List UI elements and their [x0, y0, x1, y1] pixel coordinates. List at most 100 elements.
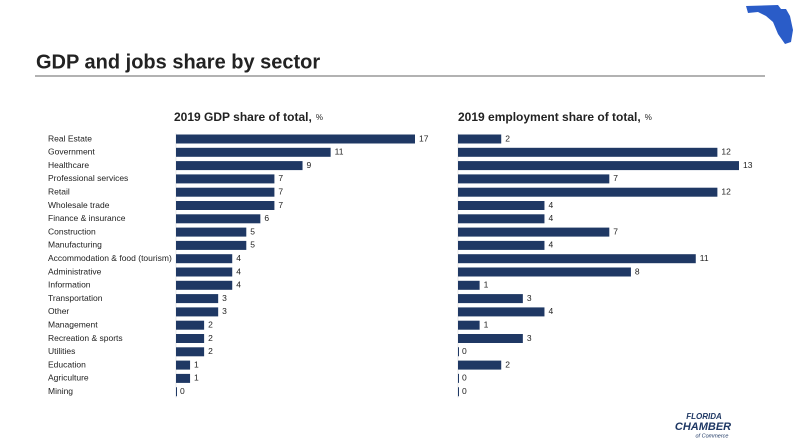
value-label: 2 [208, 319, 213, 329]
value-label: 3 [222, 293, 227, 303]
bar [176, 334, 205, 343]
value-label: 4 [548, 306, 553, 316]
value-label: 6 [264, 213, 269, 223]
bar [176, 214, 261, 224]
category-label: Education [48, 359, 86, 369]
value-label: 3 [222, 306, 227, 316]
category-label: Mining [48, 386, 73, 396]
value-label: 2 [505, 133, 510, 143]
logo-line2: CHAMBER [675, 421, 731, 433]
category-label: Other [48, 306, 69, 316]
bar [458, 161, 739, 171]
bar [176, 134, 415, 144]
category-label: Management [48, 319, 98, 329]
bar [176, 347, 205, 357]
bar [458, 267, 631, 277]
value-label: 7 [278, 200, 283, 210]
bar [458, 134, 502, 144]
category-label: Accommodation & food (tourism) [48, 253, 172, 263]
bar [458, 174, 610, 184]
bar [176, 307, 219, 317]
bar [458, 201, 545, 210]
value-label: 9 [307, 160, 312, 170]
bar [176, 254, 233, 264]
value-label: 1 [194, 359, 199, 369]
bar [458, 214, 545, 224]
value-label: 5 [250, 240, 255, 250]
bar [458, 280, 480, 290]
bar [176, 161, 303, 171]
bar [176, 174, 275, 184]
value-label: 11 [335, 147, 344, 157]
bar [458, 307, 545, 317]
chart-title-text: 2019 GDP share of total, [174, 110, 312, 124]
bar [458, 147, 718, 157]
value-label: 3 [527, 333, 532, 343]
category-label: Construction [48, 226, 96, 236]
chart-title-text: 2019 employment share of total, [458, 110, 641, 124]
bar [176, 227, 247, 237]
category-label: Wholesale trade [48, 200, 110, 210]
logo-line1: FLORIDA [686, 412, 722, 421]
bar [176, 294, 219, 304]
florida-map [746, 5, 793, 44]
value-label: 12 [721, 147, 731, 157]
bar [176, 373, 191, 383]
value-label: 17 [419, 133, 429, 143]
category-label: Professional services [48, 173, 128, 183]
value-label: 11 [700, 253, 709, 263]
value-label: 7 [613, 226, 618, 236]
value-label: 2 [505, 359, 510, 369]
value-label: 2 [208, 346, 213, 356]
bar [458, 334, 523, 343]
value-label: 1 [194, 373, 199, 383]
chart-unit: % [645, 113, 652, 122]
logo: FLORIDA CHAMBER of Commerce [675, 412, 731, 439]
value-label: 8 [635, 266, 640, 276]
bar [458, 240, 545, 250]
logo-line3: of Commerce [695, 433, 728, 439]
value-label: 7 [278, 173, 283, 183]
value-label: 1 [484, 319, 489, 329]
bar [458, 360, 502, 370]
chart-unit: % [316, 113, 323, 122]
value-label: 4 [236, 253, 241, 263]
value-label: 1 [484, 280, 489, 290]
category-label: Retail [48, 186, 70, 196]
category-label: Transportation [48, 293, 103, 303]
value-label: 4 [236, 280, 241, 290]
value-label: 4 [548, 200, 553, 210]
value-label: 2 [208, 333, 213, 343]
bar [176, 280, 233, 290]
bar [176, 267, 233, 277]
slide-title: GDP and jobs share by sector [36, 51, 320, 73]
category-label: Healthcare [48, 160, 89, 170]
bar [458, 320, 480, 330]
bar [176, 240, 247, 250]
bar [176, 320, 205, 330]
value-label: 0 [462, 346, 467, 356]
value-label: 12 [721, 186, 731, 196]
chart-title: 2019 employment share of total,% [458, 110, 652, 124]
category-label: Real Estate [48, 133, 92, 143]
value-label: 7 [278, 186, 283, 196]
category-label: Finance & insurance [48, 213, 126, 223]
bar [458, 227, 610, 237]
bar [176, 147, 331, 157]
value-label: 0 [180, 386, 185, 396]
category-label: Government [48, 147, 95, 157]
bar [176, 201, 275, 210]
bar [176, 360, 191, 370]
value-label: 7 [613, 173, 618, 183]
value-label: 13 [743, 160, 753, 170]
value-label: 5 [250, 226, 255, 236]
bar [458, 294, 523, 304]
category-label: Information [48, 280, 91, 290]
chart-title: 2019 GDP share of total,% [174, 110, 323, 124]
bar [458, 187, 718, 197]
value-label: 4 [548, 213, 553, 223]
bar [176, 187, 275, 197]
value-label: 4 [236, 266, 241, 276]
value-label: 0 [462, 373, 467, 383]
